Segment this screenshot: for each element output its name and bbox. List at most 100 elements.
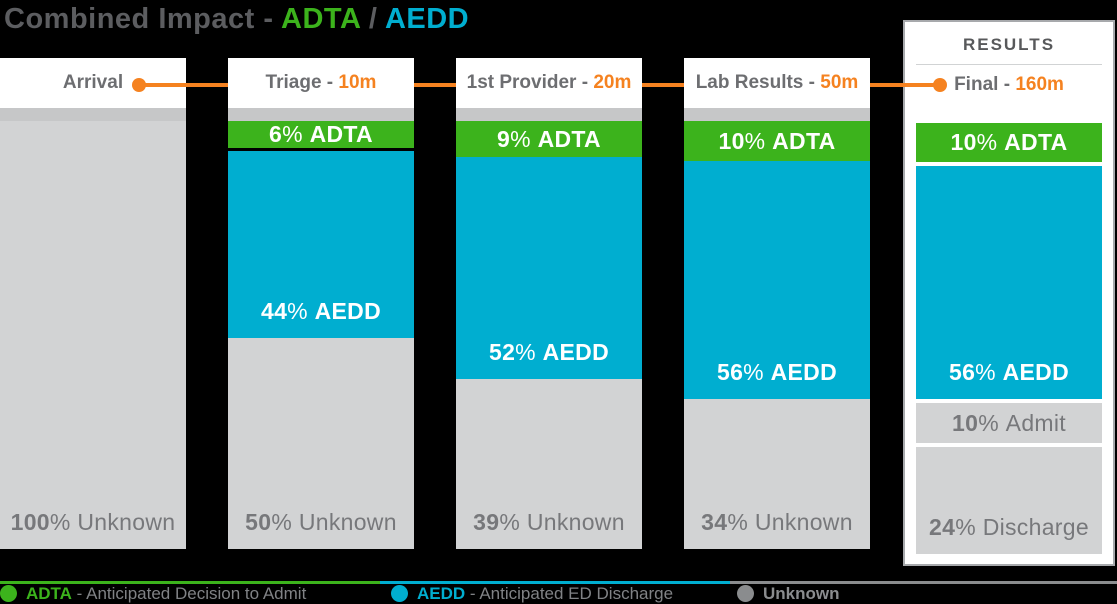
segment-label: ADTA xyxy=(537,125,601,152)
segment-label: Unknown xyxy=(77,509,176,535)
stage-bar: 6% ADTA 44% AEDD 50% Unknown xyxy=(228,121,414,549)
segment-adta: 6% ADTA xyxy=(228,121,414,151)
timeline-dot-final-icon xyxy=(933,78,947,92)
segment-value: 10 xyxy=(718,127,745,154)
segment-percent-sign: % xyxy=(978,409,1006,436)
segment-label: ADTA xyxy=(772,127,836,154)
header-shadow-strip xyxy=(0,108,186,121)
stage-header: 1st Provider - 20m xyxy=(456,58,642,108)
segment-label: Unknown xyxy=(526,509,625,536)
segment-value: 10 xyxy=(950,129,977,156)
segment-value: 52 xyxy=(488,339,516,366)
segment-label: AEDD xyxy=(314,298,381,325)
segment-percent-sign: % xyxy=(49,509,78,535)
segment-label: AEDD xyxy=(1002,359,1069,386)
segment-value: 50 xyxy=(245,509,272,535)
page-title: Combined Impact - ADTA / AEDD xyxy=(4,3,469,36)
legend-aedd-dot-icon xyxy=(391,585,408,602)
segment-value: 44 xyxy=(260,298,288,325)
stage-label: Final - xyxy=(954,74,1016,95)
stage-time: 10m xyxy=(338,72,377,93)
final-stage-header: Final - 160m xyxy=(905,74,1113,96)
segment-value: 10 xyxy=(952,409,979,436)
header-shadow-strip xyxy=(456,108,642,121)
timeline-connector xyxy=(414,83,456,87)
segment-percent-sign: % xyxy=(499,509,527,536)
stage-bar: 10% ADTA 56% AEDD 34% Unknown xyxy=(684,121,870,550)
segment-percent-sign: % xyxy=(975,359,1003,386)
segment-percent-sign: % xyxy=(955,513,983,540)
timeline-connector xyxy=(642,83,684,87)
segment-aedd: 44% AEDD xyxy=(228,151,414,339)
stage-label: Lab Results - xyxy=(695,72,821,93)
segment-value: 9 xyxy=(497,125,511,152)
stage-bar: 100% Unknown xyxy=(0,121,186,549)
header-shadow-strip xyxy=(684,108,870,121)
segment-adta: 9% ADTA xyxy=(456,121,642,158)
segment-percent-sign: % xyxy=(744,127,773,154)
legend-adta-dot-icon xyxy=(0,585,17,602)
stage-label: Arrival xyxy=(62,72,124,93)
segment-percent-sign: % xyxy=(727,509,755,536)
segment-adta: 10% ADTA xyxy=(684,121,870,162)
segment-label: ADTA xyxy=(309,121,373,147)
legend-name: Unknown xyxy=(763,583,840,603)
segment-label: AEDD xyxy=(542,339,609,366)
segment-label: Unknown xyxy=(754,509,853,536)
timeline-connector xyxy=(139,83,228,87)
segment-label: AEDD xyxy=(770,359,837,386)
legend-name: ADTA xyxy=(26,583,72,603)
title-adta: ADTA xyxy=(281,3,361,35)
legend-unknown-dot-icon xyxy=(737,585,754,602)
results-panel-title: RESULTS xyxy=(962,35,1056,54)
segment-percent-sign: % xyxy=(510,125,538,152)
legend-item-unknown: Unknown xyxy=(730,581,1117,603)
segment-percent-sign: % xyxy=(271,509,299,535)
title-prefix: Combined Impact - xyxy=(4,3,281,35)
stage-label: 1st Provider - xyxy=(466,72,594,93)
results-panel-divider xyxy=(916,64,1102,65)
segment-percent-sign: % xyxy=(287,298,315,325)
segment-value: 6 xyxy=(269,121,283,147)
title-separator: / xyxy=(360,3,385,35)
segment-aedd: 52% AEDD xyxy=(456,157,642,380)
segment-value: 56 xyxy=(716,359,744,386)
segment-percent-sign: % xyxy=(976,129,1005,156)
legend: ADTA - Anticipated Decision to Admit AEDD… xyxy=(0,581,1117,603)
legend-description: - Anticipated Decision to Admit xyxy=(71,583,307,603)
results-panel: RESULTS Final - 160m 10% ADTA 56% AEDD 10%… xyxy=(903,20,1115,566)
segment-percent-sign: % xyxy=(515,339,543,366)
stage-time: 20m xyxy=(593,72,632,93)
legend-item-adta: ADTA - Anticipated Decision to Admit xyxy=(0,581,380,603)
legend-description: - Anticipated ED Discharge xyxy=(465,583,674,603)
segment-unknown: 100% Unknown xyxy=(0,121,186,549)
segment-label: Admit xyxy=(1005,409,1066,436)
timeline-connector xyxy=(870,83,940,87)
segment-discharge: 24% Discharge xyxy=(916,446,1102,554)
segment-label: ADTA xyxy=(1004,129,1068,156)
stage-header: Lab Results - 50m xyxy=(684,58,870,108)
stage-time: 160m xyxy=(1015,74,1064,95)
segment-value: 34 xyxy=(701,509,728,536)
timeline-dot-arrival-icon xyxy=(132,78,146,92)
segment-admit: 10% Admit xyxy=(916,403,1102,443)
segment-label: Unknown xyxy=(298,509,397,535)
stage-label: Triage - xyxy=(265,72,339,93)
legend-item-aedd: AEDD - Anticipated ED Discharge xyxy=(380,581,730,603)
segment-unknown: 50% Unknown xyxy=(228,338,414,549)
segment-aedd: 56% AEDD xyxy=(916,166,1102,400)
stage-header: Triage - 10m xyxy=(228,58,414,108)
final-stage-bar: 10% ADTA 56% AEDD 10% Admit 24% Discharge xyxy=(916,123,1102,554)
segment-value: 100 xyxy=(10,509,50,535)
segment-aedd: 56% AEDD xyxy=(684,161,870,400)
segment-value: 39 xyxy=(473,509,500,536)
segment-unknown: 39% Unknown xyxy=(456,379,642,550)
segment-percent-sign: % xyxy=(282,121,310,147)
header-shadow-strip xyxy=(228,108,414,121)
segment-label: Discharge xyxy=(982,513,1089,540)
stage-bar: 9% ADTA 52% AEDD 39% Unknown xyxy=(456,121,642,550)
title-aedd: AEDD xyxy=(384,3,470,35)
segment-unknown: 34% Unknown xyxy=(684,399,870,550)
stage-time: 50m xyxy=(820,72,859,93)
